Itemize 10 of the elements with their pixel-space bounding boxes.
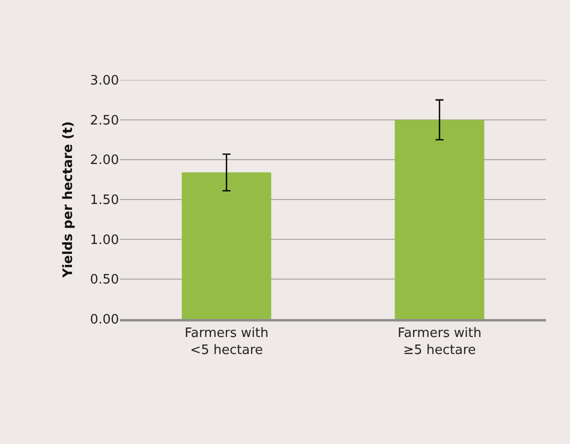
y-tick-label: 0.50 (90, 272, 119, 288)
x-tick-label: Farmers with ≥5 hectare (398, 326, 482, 358)
y-tick-label: 2.50 (90, 113, 119, 128)
y-tick-label: 1.50 (90, 193, 119, 208)
y-tick-label: 1.00 (90, 232, 119, 248)
y-axis-title: Yields per hectare (t) (60, 121, 76, 279)
y-tick-label: 0.00 (90, 312, 119, 328)
x-tick-label: Farmers with <5 hectare (184, 326, 268, 358)
y-tick-label: 3.00 (90, 74, 119, 89)
y-tick-label: 2.00 (90, 153, 119, 168)
